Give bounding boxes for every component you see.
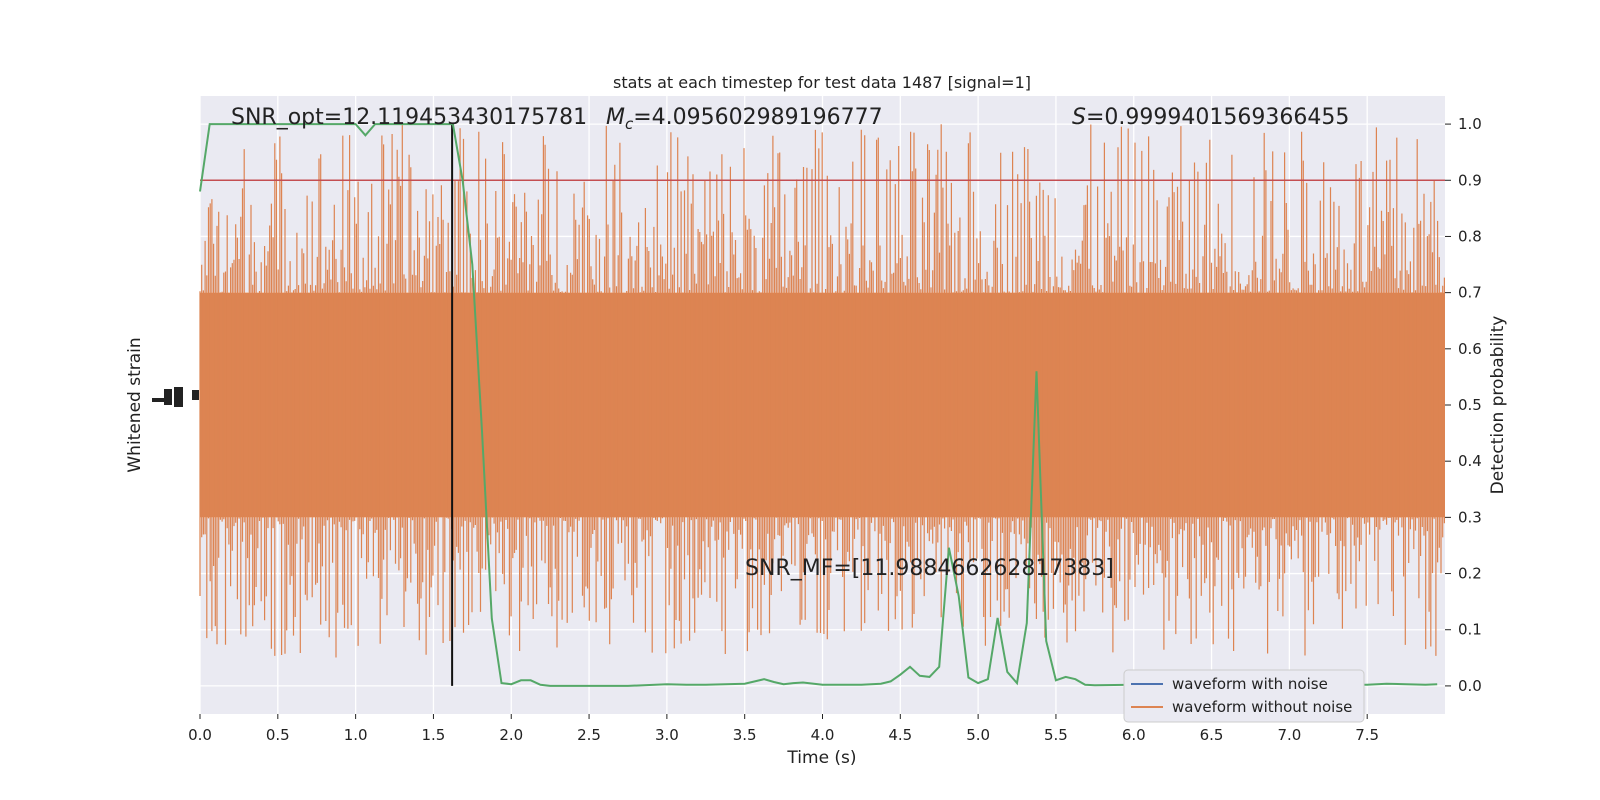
left-tick-glyph <box>174 387 183 407</box>
right-tick-label: 0.0 <box>1458 677 1482 695</box>
chart-title: stats at each timestep for test data 148… <box>613 73 1031 92</box>
score-symbol: S <box>1072 105 1086 130</box>
right-tick-label: 0.3 <box>1458 508 1482 526</box>
x-axis-ticks: 0.0 0.5 1.0 1.5 2.0 2.5 3.0 3.5 4.0 4.5 5.0 5.5 6.0 6… <box>188 714 1379 744</box>
score-annotation: S=0.9999401569366455 <box>1072 105 1349 130</box>
right-tick-label: 1.0 <box>1458 115 1482 133</box>
chirp-mass-value: =4.095602989196777 <box>633 105 882 130</box>
legend-box <box>1123 669 1365 723</box>
x-tick-label: 4.0 <box>811 726 835 744</box>
left-tick-glyph <box>192 390 199 400</box>
left-axis-label: Whitened strain <box>125 337 145 472</box>
x-axis-label: Time (s) <box>786 748 856 768</box>
x-tick-label: 0.5 <box>266 726 290 744</box>
snr-opt-annotation: SNR_opt=12.119453430175781 <box>231 105 587 130</box>
right-tick-label: 0.7 <box>1458 284 1482 302</box>
right-tick-label: 0.1 <box>1458 621 1482 639</box>
x-tick-label: 4.5 <box>888 726 912 744</box>
left-axis-ticks <box>152 387 199 407</box>
chirp-mass-symbol: M <box>606 105 625 130</box>
score-value: =0.9999401569366455 <box>1086 105 1349 130</box>
x-tick-label: 7.0 <box>1277 726 1301 744</box>
snr-mf-annotation: SNR_MF=[11.988466262817383] <box>745 556 1114 581</box>
x-tick-label: 1.0 <box>344 726 368 744</box>
right-tick-label: 0.6 <box>1458 340 1482 358</box>
legend: waveform with noise waveform without noi… <box>1123 669 1365 723</box>
x-tick-label: 2.5 <box>577 726 601 744</box>
right-tick-label: 0.5 <box>1458 396 1482 414</box>
left-tick-glyph <box>164 389 172 405</box>
right-tick-label: 0.8 <box>1458 227 1482 245</box>
legend-label-without-noise: waveform without noise <box>1172 698 1352 716</box>
x-tick-label: 5.0 <box>966 726 990 744</box>
x-tick-label: 5.5 <box>1044 726 1068 744</box>
x-tick-label: 7.5 <box>1355 726 1379 744</box>
x-tick-label: 1.5 <box>422 726 446 744</box>
left-tick-glyph <box>152 398 164 402</box>
x-tick-label: 6.5 <box>1200 726 1224 744</box>
right-tick-label: 0.9 <box>1458 171 1482 189</box>
right-axis-ticks: 0.0 0.1 0.2 0.3 0.4 0.5 0.6 0.7 0.8 0.9 1.0 <box>1445 115 1482 695</box>
right-tick-label: 0.2 <box>1458 565 1482 583</box>
x-tick-label: 2.0 <box>499 726 523 744</box>
x-tick-label: 3.0 <box>655 726 679 744</box>
chirp-mass-subscript: c <box>625 115 634 133</box>
legend-label-with-noise: waveform with noise <box>1172 675 1328 693</box>
detection-probability-series <box>199 123 1438 687</box>
right-axis-label: Detection probability <box>1488 316 1508 495</box>
x-tick-label: 6.0 <box>1122 726 1146 744</box>
right-tick-label: 0.4 <box>1458 452 1482 470</box>
chirp-mass-annotation: Mc=4.095602989196777 <box>606 105 883 133</box>
waveform-without-noise-series <box>199 124 1446 658</box>
x-tick-label: 3.5 <box>733 726 757 744</box>
x-tick-label: 0.0 <box>188 726 212 744</box>
